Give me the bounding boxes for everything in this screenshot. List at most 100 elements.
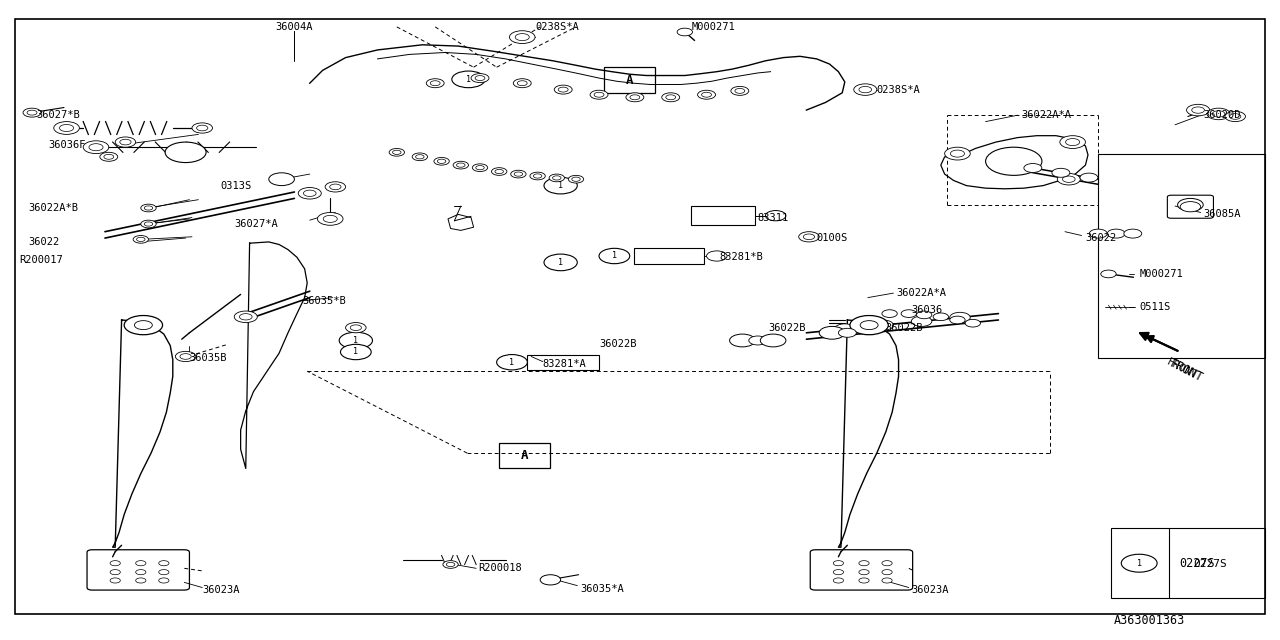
Circle shape	[544, 177, 577, 194]
Circle shape	[452, 71, 485, 88]
Circle shape	[453, 161, 468, 169]
Circle shape	[516, 33, 530, 40]
Text: 1: 1	[466, 75, 471, 84]
Bar	[604, 67, 655, 93]
Bar	[1098, 154, 1265, 358]
Circle shape	[346, 323, 366, 333]
Text: M000271: M000271	[1139, 269, 1183, 279]
Text: 83281*A: 83281*A	[543, 358, 586, 369]
Text: 36085A: 36085A	[1203, 209, 1240, 220]
Circle shape	[1187, 104, 1210, 116]
Circle shape	[234, 311, 257, 323]
Text: 36027*A: 36027*A	[234, 219, 278, 229]
Circle shape	[298, 188, 321, 199]
Circle shape	[835, 324, 855, 334]
Circle shape	[833, 570, 844, 575]
Circle shape	[677, 28, 692, 36]
Circle shape	[412, 153, 428, 161]
Circle shape	[986, 147, 1042, 175]
Circle shape	[323, 215, 338, 222]
Text: A363001363: A363001363	[1114, 614, 1185, 627]
Circle shape	[749, 336, 767, 345]
Circle shape	[1089, 229, 1107, 238]
Circle shape	[197, 125, 207, 131]
Circle shape	[509, 31, 535, 44]
Circle shape	[735, 88, 745, 93]
Circle shape	[916, 311, 932, 319]
Circle shape	[951, 150, 965, 157]
Text: 0238S*A: 0238S*A	[535, 22, 579, 32]
Circle shape	[325, 182, 346, 192]
Circle shape	[549, 174, 564, 182]
Circle shape	[1192, 107, 1204, 113]
Circle shape	[100, 152, 118, 161]
Circle shape	[1225, 111, 1245, 122]
Circle shape	[594, 92, 604, 97]
Circle shape	[430, 81, 440, 86]
Text: 0238S*A: 0238S*A	[877, 84, 920, 95]
Circle shape	[110, 578, 120, 583]
Circle shape	[457, 163, 465, 167]
Circle shape	[475, 76, 485, 81]
Bar	[499, 443, 550, 468]
Circle shape	[882, 310, 897, 317]
Circle shape	[389, 148, 404, 156]
Circle shape	[698, 90, 716, 99]
Text: 36023A: 36023A	[911, 585, 948, 595]
Circle shape	[434, 157, 449, 165]
Circle shape	[553, 176, 561, 180]
Circle shape	[136, 570, 146, 575]
Circle shape	[134, 321, 152, 330]
Circle shape	[873, 320, 893, 330]
Circle shape	[426, 79, 444, 88]
Circle shape	[497, 355, 527, 370]
Circle shape	[765, 211, 786, 221]
Circle shape	[572, 177, 580, 181]
Text: 1: 1	[509, 358, 515, 367]
Text: 0313S: 0313S	[220, 180, 251, 191]
Text: 36035*B: 36035*B	[302, 296, 346, 306]
Text: 36022: 36022	[28, 237, 59, 247]
Circle shape	[159, 561, 169, 566]
Text: 36022B: 36022B	[599, 339, 636, 349]
Circle shape	[1057, 173, 1080, 185]
Circle shape	[120, 140, 131, 145]
Circle shape	[882, 578, 892, 583]
Text: 36027*B: 36027*B	[36, 110, 79, 120]
Circle shape	[1180, 202, 1201, 212]
Circle shape	[1212, 111, 1225, 117]
Circle shape	[159, 578, 169, 583]
Circle shape	[666, 95, 676, 100]
Text: 36022B: 36022B	[886, 323, 923, 333]
Circle shape	[513, 79, 531, 88]
Circle shape	[882, 570, 892, 575]
Circle shape	[1107, 229, 1125, 238]
Circle shape	[141, 204, 156, 212]
Circle shape	[534, 174, 541, 178]
Circle shape	[27, 110, 37, 115]
Text: R200018: R200018	[479, 563, 522, 573]
Text: A: A	[626, 74, 634, 86]
Text: 1: 1	[558, 181, 563, 190]
Circle shape	[950, 316, 965, 324]
Circle shape	[330, 184, 340, 189]
Text: 0227S: 0227S	[1193, 559, 1226, 570]
Circle shape	[863, 316, 878, 324]
Circle shape	[492, 168, 507, 175]
Circle shape	[339, 332, 372, 349]
Circle shape	[730, 334, 755, 347]
Circle shape	[447, 563, 454, 566]
Text: 1: 1	[353, 336, 358, 345]
Text: FRONT: FRONT	[1165, 357, 1199, 381]
Text: 83281*B: 83281*B	[719, 252, 763, 262]
Circle shape	[1178, 198, 1203, 211]
Circle shape	[540, 575, 561, 585]
Circle shape	[859, 578, 869, 583]
Circle shape	[511, 170, 526, 178]
Circle shape	[136, 578, 146, 583]
Circle shape	[239, 314, 252, 320]
Circle shape	[859, 561, 869, 566]
Circle shape	[83, 141, 109, 154]
Circle shape	[351, 325, 361, 330]
Circle shape	[599, 248, 630, 264]
